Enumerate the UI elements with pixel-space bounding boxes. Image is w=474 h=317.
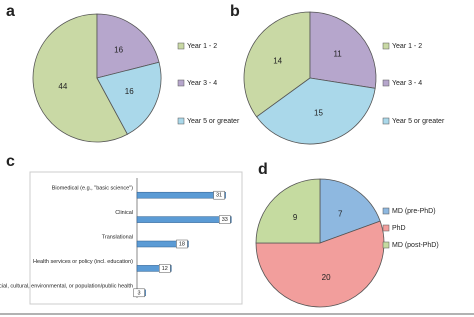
pie-slice	[243, 11, 311, 118]
legend-label: Year 1 - 2	[392, 43, 422, 50]
pie-slice	[255, 178, 321, 244]
value-box	[213, 190, 225, 200]
pie-slice	[255, 220, 385, 308]
legend-swatch	[177, 42, 185, 50]
value-label: 3	[138, 290, 141, 296]
slice-label: 14	[273, 57, 282, 66]
value-label: 12	[162, 266, 168, 272]
legend-swatch	[382, 42, 390, 50]
bar	[136, 191, 226, 199]
slice-label: 44	[58, 82, 67, 91]
value-label: 18	[179, 241, 185, 247]
plot-frame	[29, 171, 243, 305]
legend-swatch	[382, 241, 390, 249]
slice-label: 9	[293, 213, 298, 222]
legend-swatch	[177, 117, 185, 125]
value-label: 31	[216, 193, 222, 199]
slice-label: 16	[114, 45, 123, 54]
legend-label: Year 5 or greater	[187, 118, 240, 125]
panel-label: c	[6, 153, 15, 170]
pie-slice	[319, 178, 381, 244]
legend-swatch	[382, 224, 390, 232]
y-tick-label: Translational	[102, 234, 133, 240]
legend-label: Year 1 - 2	[187, 43, 217, 50]
panel-label: d	[258, 161, 268, 178]
legend-label: Year 3 - 4	[392, 80, 422, 87]
legend-swatch	[382, 207, 390, 215]
value-box	[133, 288, 145, 298]
bar	[136, 265, 172, 272]
legend-label: Year 5 or greater	[392, 118, 445, 125]
legend-swatch	[382, 79, 390, 87]
value-box	[176, 239, 188, 249]
value-box	[159, 264, 171, 273]
legend-swatch	[177, 79, 185, 87]
pie-slice	[309, 11, 377, 89]
slice-label: 15	[314, 108, 323, 117]
slice-label: 7	[338, 209, 343, 218]
pie-slice	[96, 61, 162, 135]
legend-label: MD (post-PhD)	[392, 242, 439, 249]
pie-slice	[32, 13, 129, 143]
pie-slice	[256, 77, 376, 145]
legend-label: MD (pre-PhD)	[392, 208, 436, 215]
slice-label: 16	[125, 87, 134, 96]
legend-label: PhD	[392, 225, 406, 232]
value-box	[219, 215, 231, 224]
panel-label: b	[230, 3, 240, 20]
bar	[136, 240, 189, 248]
slice-label: 20	[322, 273, 331, 282]
bar	[136, 216, 232, 223]
legend-label: Year 3 - 4	[187, 80, 217, 87]
y-tick-label: Biomedical (e.g., "basic science")	[52, 186, 133, 192]
legend-swatch	[382, 117, 390, 125]
panel-label: a	[6, 3, 15, 20]
y-tick-label: Clinical	[115, 210, 133, 216]
y-tick-label: Health services or policy (incl. educati…	[33, 259, 133, 265]
value-label: 33	[222, 217, 228, 223]
y-tick-label: Social, cultural, environmental, or popu…	[0, 283, 133, 289]
pie-slice	[96, 13, 160, 79]
slice-label: 11	[333, 50, 342, 59]
